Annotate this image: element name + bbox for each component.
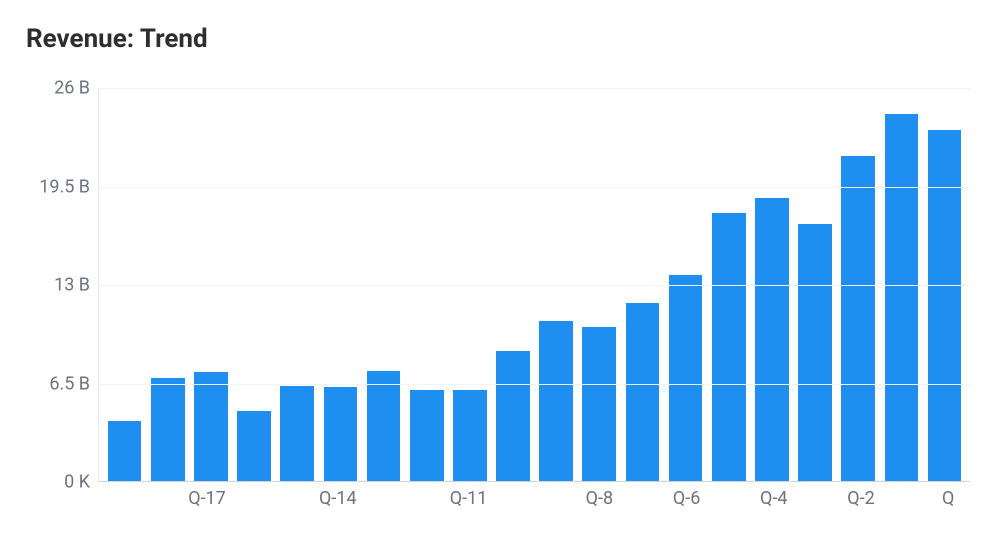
bar [582,327,616,481]
x-axis: Q-17 Q-14 Q-11 Q-8 Q-6 Q-4 Q-2 Q [98,482,970,518]
bar [755,198,789,481]
gridline [99,384,970,385]
bar [496,351,530,481]
bar [324,387,358,481]
x-tick-label: Q-11 [450,488,488,509]
gridline [99,88,970,89]
bar [928,130,962,481]
y-axis: 0 K6.5 B13 B19.5 B26 B [30,88,98,518]
x-tick-label: Q [942,488,954,509]
y-tick-label: 26 B [54,78,90,99]
bar [841,156,875,481]
bar [367,371,401,481]
y-tick-label: 13 B [54,275,90,296]
bar [280,386,314,481]
x-tick-label: Q-17 [188,488,226,509]
y-tick-label: 0 K [64,472,90,493]
x-tick-label: Q-2 [847,488,874,509]
x-tick-label: Q-4 [760,488,787,509]
revenue-trend-chart: 0 K6.5 B13 B19.5 B26 B Q-17Q-14Q-11Q-8Q-… [30,88,970,518]
y-tick-label: 6.5 B [49,373,90,394]
bar [539,321,573,481]
bar [669,275,703,481]
bar [194,372,228,481]
bar [237,411,271,481]
bar [453,390,487,481]
bar [712,213,746,481]
bar [151,378,185,481]
chart-container: Revenue: Trend 0 K 6.5 B 13 B 19.5 B 26 B Q-… [0,0,990,546]
bar [108,421,142,481]
bar [885,114,919,481]
bar [410,390,444,481]
gridline [99,285,970,286]
chart-title: Revenue: Trend [26,24,970,54]
x-tick-label: Q-6 [673,488,700,509]
gridline [99,187,970,188]
y-tick-label: 19.5 B [39,176,90,197]
bar [626,303,660,481]
plot-area [98,88,970,482]
bar [798,224,832,481]
x-tick-label: Q-8 [586,488,613,509]
x-tick-label: Q-14 [319,488,357,509]
